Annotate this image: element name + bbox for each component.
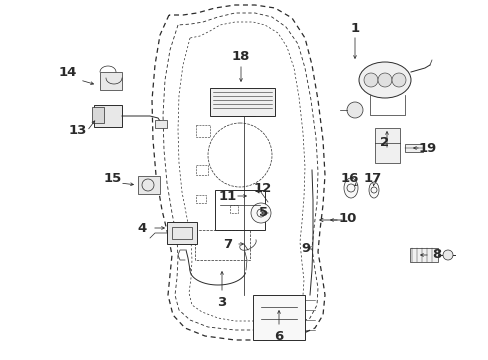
Bar — [138, 176, 160, 194]
Bar — [92, 107, 104, 123]
Text: 12: 12 — [253, 181, 271, 194]
Text: 19: 19 — [418, 141, 436, 154]
Text: 13: 13 — [69, 125, 87, 138]
Text: 2: 2 — [380, 136, 389, 149]
Text: 9: 9 — [301, 242, 310, 255]
Text: 1: 1 — [350, 22, 359, 35]
Text: 11: 11 — [219, 189, 237, 202]
Text: 3: 3 — [217, 297, 226, 310]
Text: 16: 16 — [340, 171, 359, 184]
Bar — [196, 165, 207, 175]
Circle shape — [377, 73, 391, 87]
Text: 15: 15 — [103, 171, 122, 184]
Text: 17: 17 — [363, 171, 381, 184]
Bar — [252, 295, 305, 340]
Bar — [195, 230, 249, 260]
Circle shape — [442, 250, 452, 260]
Circle shape — [363, 73, 377, 87]
Text: 4: 4 — [137, 221, 146, 234]
Circle shape — [346, 102, 362, 118]
Ellipse shape — [343, 178, 357, 198]
Bar — [409, 248, 437, 262]
Bar — [209, 88, 274, 116]
Circle shape — [250, 203, 270, 223]
Bar — [155, 120, 167, 128]
Bar — [404, 144, 422, 152]
Text: 14: 14 — [59, 66, 77, 78]
Ellipse shape — [358, 62, 410, 98]
Bar — [172, 227, 192, 239]
Text: 8: 8 — [431, 248, 441, 261]
Ellipse shape — [368, 182, 378, 198]
Bar — [374, 128, 399, 163]
Bar — [229, 205, 238, 213]
Text: 7: 7 — [223, 238, 232, 251]
Bar — [100, 72, 122, 90]
Text: 18: 18 — [231, 49, 250, 63]
Text: 10: 10 — [338, 211, 356, 225]
Bar — [167, 222, 197, 244]
Bar — [196, 125, 209, 137]
Text: 6: 6 — [274, 329, 283, 342]
Text: 5: 5 — [259, 207, 268, 220]
Circle shape — [391, 73, 405, 87]
Bar — [215, 190, 264, 230]
Bar — [196, 195, 205, 203]
Bar — [94, 105, 122, 127]
